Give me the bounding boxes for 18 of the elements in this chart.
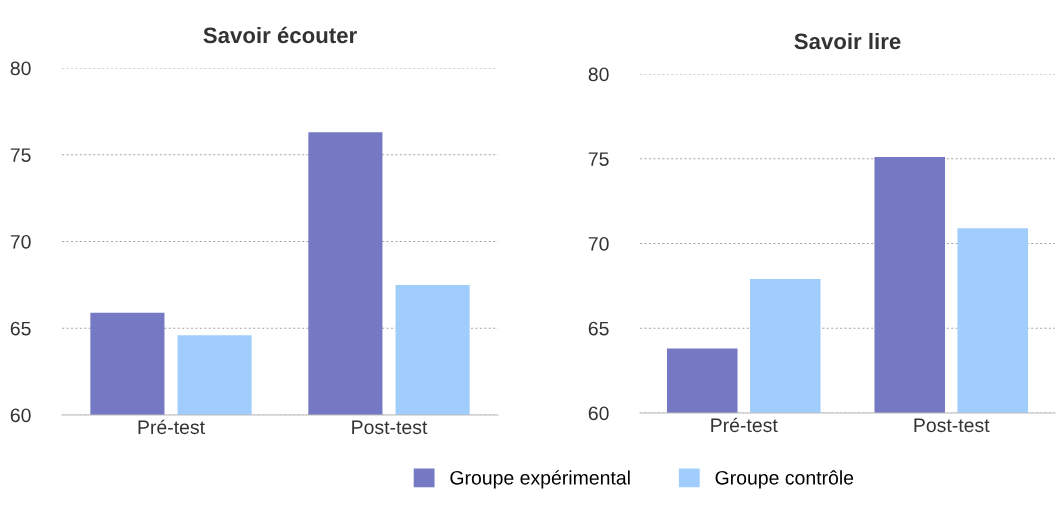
y-tick-label: 80 [588,67,609,82]
legend-label: Groupe contrôle [715,470,854,489]
y-tick-label: 70 [588,236,609,251]
y-tick-label: 80 [10,61,31,76]
x-tick-label: Pré-test [138,419,205,435]
y-tick-label: 60 [10,408,31,423]
y-tick-label: 60 [588,406,609,421]
y-tick-label: 65 [588,321,609,336]
y-tick-label: 70 [10,234,31,249]
x-tick-label: Post-test [914,418,990,433]
chart-title: Savoir lire [794,32,901,50]
x-tick-label: Post-test [352,420,428,435]
y-tick-label: 75 [10,148,31,162]
y-tick-label: 75 [588,152,609,166]
y-tick-label: 65 [10,321,31,336]
x-tick-label: Pré-test [711,417,778,433]
legend-label: Groupe expérimental [450,470,630,489]
chart-title: Savoir écouter [203,26,357,44]
